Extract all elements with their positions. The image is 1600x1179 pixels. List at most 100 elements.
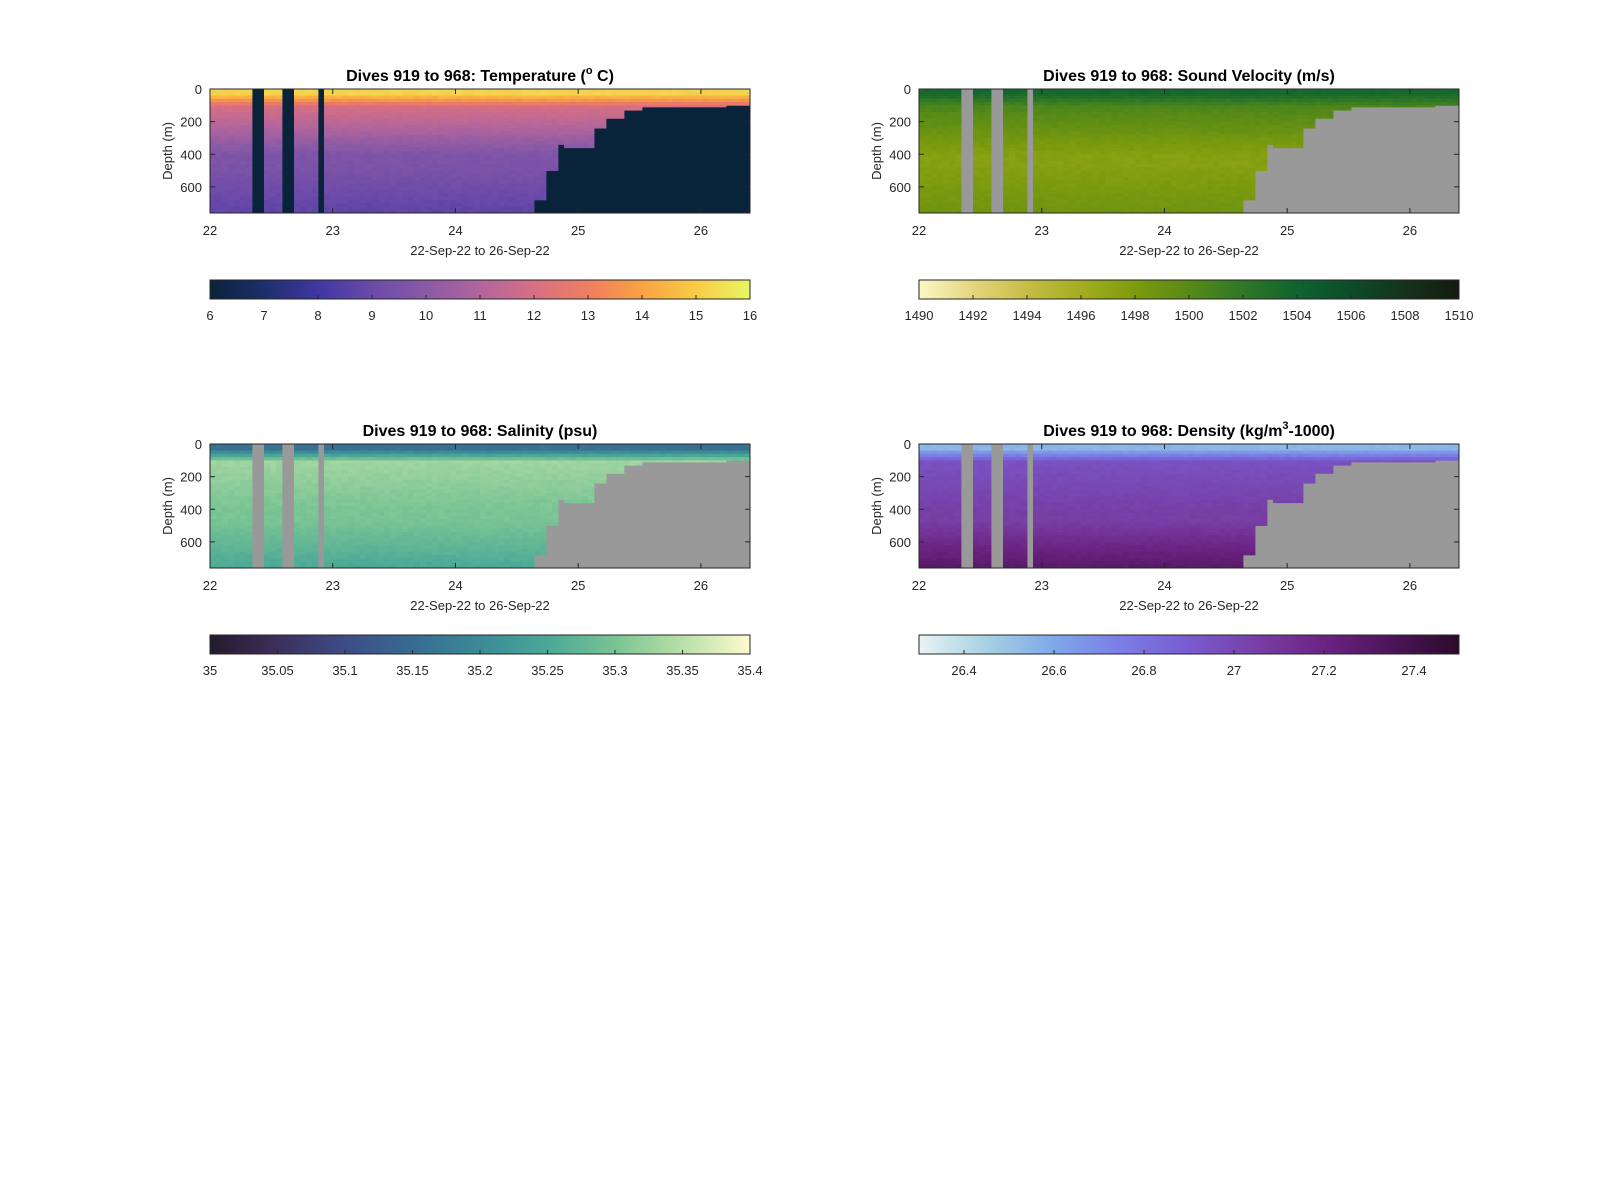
heatmap-cell <box>264 466 271 471</box>
heatmap-cell <box>372 141 379 145</box>
heatmap-cell <box>1219 121 1226 126</box>
heatmap-cell <box>246 453 253 458</box>
heatmap-cell <box>1087 95 1094 100</box>
heatmap-cell <box>264 512 271 517</box>
heatmap-cell <box>1291 92 1298 96</box>
heatmap-cell <box>228 541 235 546</box>
heatmap-cell <box>264 115 271 119</box>
heatmap-cell <box>1063 196 1070 201</box>
heatmap-cell <box>270 177 277 181</box>
heatmap-cell <box>1123 160 1130 165</box>
heatmap-cell <box>955 183 962 188</box>
heatmap-cell <box>1177 170 1184 175</box>
heatmap-cell <box>708 105 715 108</box>
heatmap-cell <box>1099 203 1106 207</box>
heatmap-cell <box>1159 157 1166 162</box>
heatmap-cell <box>1123 196 1130 201</box>
heatmap-cell <box>408 173 415 178</box>
heatmap-cell <box>1015 183 1022 188</box>
heatmap-cell <box>931 206 938 211</box>
heatmap-cell <box>234 160 241 165</box>
heatmap-cell <box>276 111 283 116</box>
heatmap-cell <box>1213 131 1220 136</box>
heatmap-cell <box>372 128 379 132</box>
heatmap-cell <box>534 108 541 113</box>
heatmap-cell <box>1279 134 1286 139</box>
heatmap-cell <box>1231 115 1238 119</box>
heatmap-cell <box>216 147 223 152</box>
heatmap-cell <box>240 453 247 458</box>
heatmap-cell <box>264 144 271 149</box>
heatmap-cell <box>330 203 337 207</box>
heatmap-cell <box>1009 151 1016 155</box>
heatmap-cell <box>1123 186 1130 191</box>
heatmap-cell <box>1279 95 1286 100</box>
heatmap-cell <box>925 193 932 198</box>
heatmap-cell <box>919 92 926 96</box>
heatmap-cell <box>462 203 469 207</box>
heatmap-cell <box>1201 92 1208 96</box>
heatmap-cell <box>246 199 253 204</box>
heatmap-cell <box>330 154 337 158</box>
heatmap-cell <box>216 499 223 504</box>
heatmap-cell <box>210 173 217 178</box>
heatmap-cell <box>390 102 397 106</box>
heatmap-cell <box>216 98 223 103</box>
heatmap-cell <box>1117 98 1124 103</box>
heatmap-cell <box>228 476 235 481</box>
heatmap-cell <box>1063 144 1070 149</box>
heatmap-cell <box>1117 102 1124 106</box>
heatmap-cell <box>582 92 589 96</box>
heatmap-cell <box>234 502 241 507</box>
heatmap-cell <box>1219 111 1226 116</box>
heatmap-cell <box>210 164 217 168</box>
heatmap-cell <box>1309 121 1316 126</box>
heatmap-cell <box>1147 121 1154 126</box>
heatmap-cell <box>1153 164 1160 168</box>
heatmap-cell <box>540 102 547 106</box>
heatmap-cell <box>510 196 517 201</box>
heatmap-cell <box>456 186 463 191</box>
heatmap-cell <box>1015 95 1022 100</box>
heatmap-cell <box>396 196 403 201</box>
heatmap-cell <box>1135 118 1142 123</box>
heatmap-cell <box>456 154 463 158</box>
heatmap-cell <box>1123 144 1130 149</box>
heatmap-cell <box>1039 180 1046 185</box>
heatmap-cell <box>210 157 217 162</box>
heatmap-cell <box>234 479 241 484</box>
heatmap-cell <box>1255 105 1262 109</box>
heatmap-cell <box>1009 173 1016 178</box>
heatmap-cell <box>1111 177 1118 181</box>
heatmap-cell <box>576 141 583 145</box>
heatmap-cell <box>384 206 391 211</box>
heatmap-cell <box>1159 147 1166 152</box>
heatmap-cell <box>1057 102 1064 106</box>
heatmap-cell <box>1213 111 1220 116</box>
heatmap-cell <box>522 121 529 126</box>
heatmap-cell <box>390 193 397 198</box>
heatmap-cell <box>1195 190 1202 194</box>
heatmap-cell <box>1237 193 1244 198</box>
heatmap-cell <box>558 95 565 100</box>
heatmap-cell <box>492 144 499 149</box>
heatmap-cell <box>372 92 379 96</box>
heatmap-cell <box>1273 108 1280 113</box>
heatmap-cell <box>1273 111 1280 116</box>
heatmap-cell <box>732 89 739 93</box>
heatmap-cell <box>1051 196 1058 201</box>
heatmap-cell <box>973 151 980 155</box>
heatmap-cell <box>1303 118 1310 123</box>
heatmap-cell <box>264 492 271 497</box>
heatmap-cell <box>330 111 337 116</box>
heatmap-cell <box>522 177 529 181</box>
heatmap-cell <box>222 476 229 481</box>
heatmap-cell <box>1045 154 1052 158</box>
heatmap-cell <box>510 141 517 145</box>
heatmap-cell <box>1087 190 1094 194</box>
heatmap-cell <box>943 160 950 165</box>
heatmap-cell <box>246 186 253 191</box>
heatmap-cell <box>408 108 415 113</box>
heatmap-cell <box>546 164 553 168</box>
heatmap-cell <box>294 199 301 204</box>
